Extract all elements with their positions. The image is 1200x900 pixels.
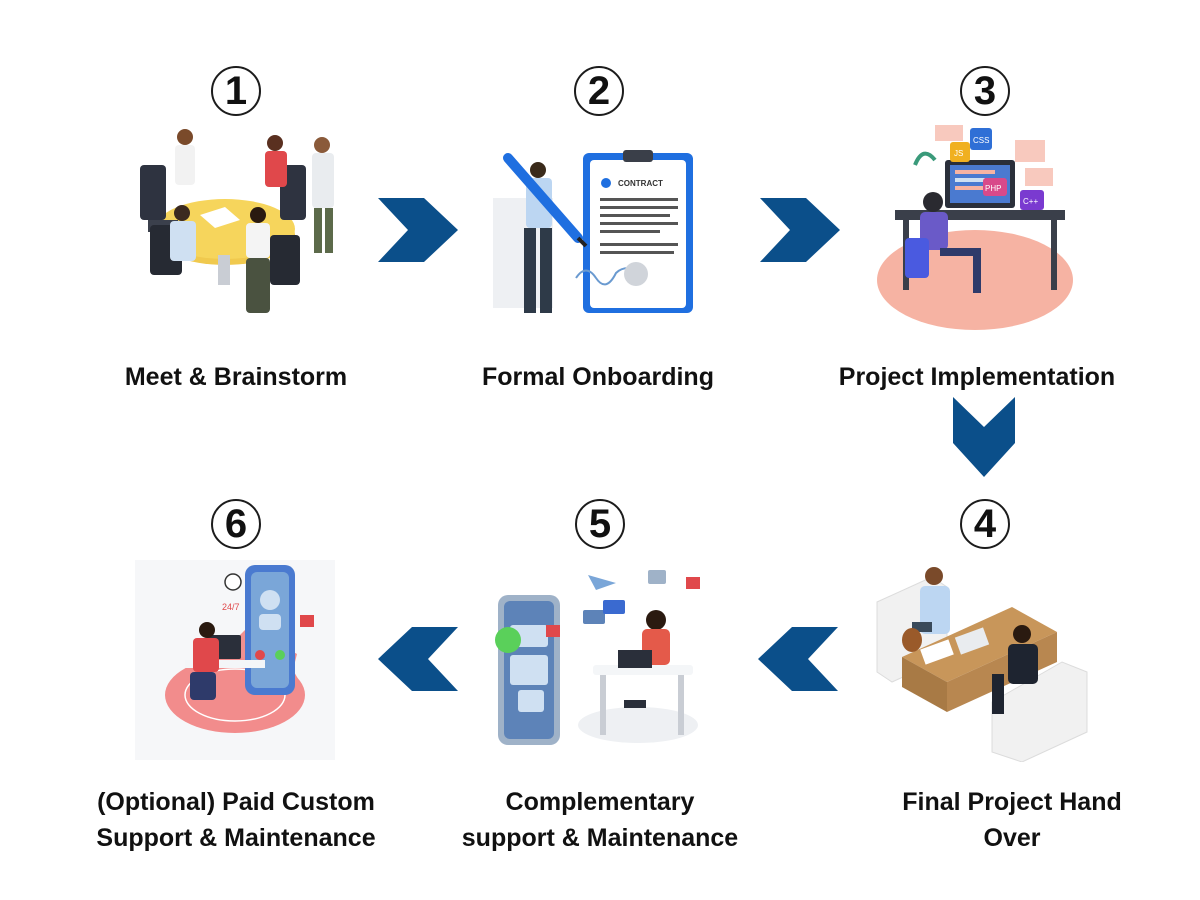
svg-text:CONTRACT: CONTRACT — [618, 179, 663, 188]
arrow-right-icon — [378, 198, 458, 262]
step-6-label: (Optional) Paid Custom Support & Mainten… — [96, 788, 376, 852]
arrow-left-icon — [758, 627, 838, 691]
step-3-number: 3 — [960, 66, 1010, 116]
support-illustration — [495, 570, 700, 745]
step-3-label: Project Implementation — [838, 363, 1116, 391]
step-5-number: 5 — [575, 499, 625, 549]
developer-illustration: CSS JS PHP C++ — [877, 125, 1073, 330]
handover-illustration — [876, 567, 1088, 762]
svg-text:C++: C++ — [1023, 197, 1038, 206]
step-5-label: Complementary support & Maintenance — [461, 788, 739, 852]
arrow-down-icon — [953, 397, 1015, 477]
step-4-number: 4 — [960, 499, 1010, 549]
meeting-illustration — [140, 129, 334, 313]
step-4-label: Final Project Hand Over — [902, 788, 1122, 852]
svg-text:24/7: 24/7 — [222, 602, 240, 612]
step-6-number: 6 — [211, 499, 261, 549]
step-1-number: 1 — [211, 66, 261, 116]
step-2-label: Formal Onboarding — [482, 363, 714, 391]
svg-text:JS: JS — [954, 149, 963, 158]
step-2-number: 2 — [574, 66, 624, 116]
arrow-right-icon — [760, 198, 840, 262]
svg-text:PHP: PHP — [985, 184, 1001, 193]
paid-support-illustration: 24/7 — [135, 560, 335, 760]
contract-illustration: CONTRACT — [493, 150, 693, 313]
arrow-left-icon — [378, 627, 458, 691]
step-1-label: Meet & Brainstorm — [124, 363, 348, 391]
svg-text:CSS: CSS — [973, 136, 989, 145]
